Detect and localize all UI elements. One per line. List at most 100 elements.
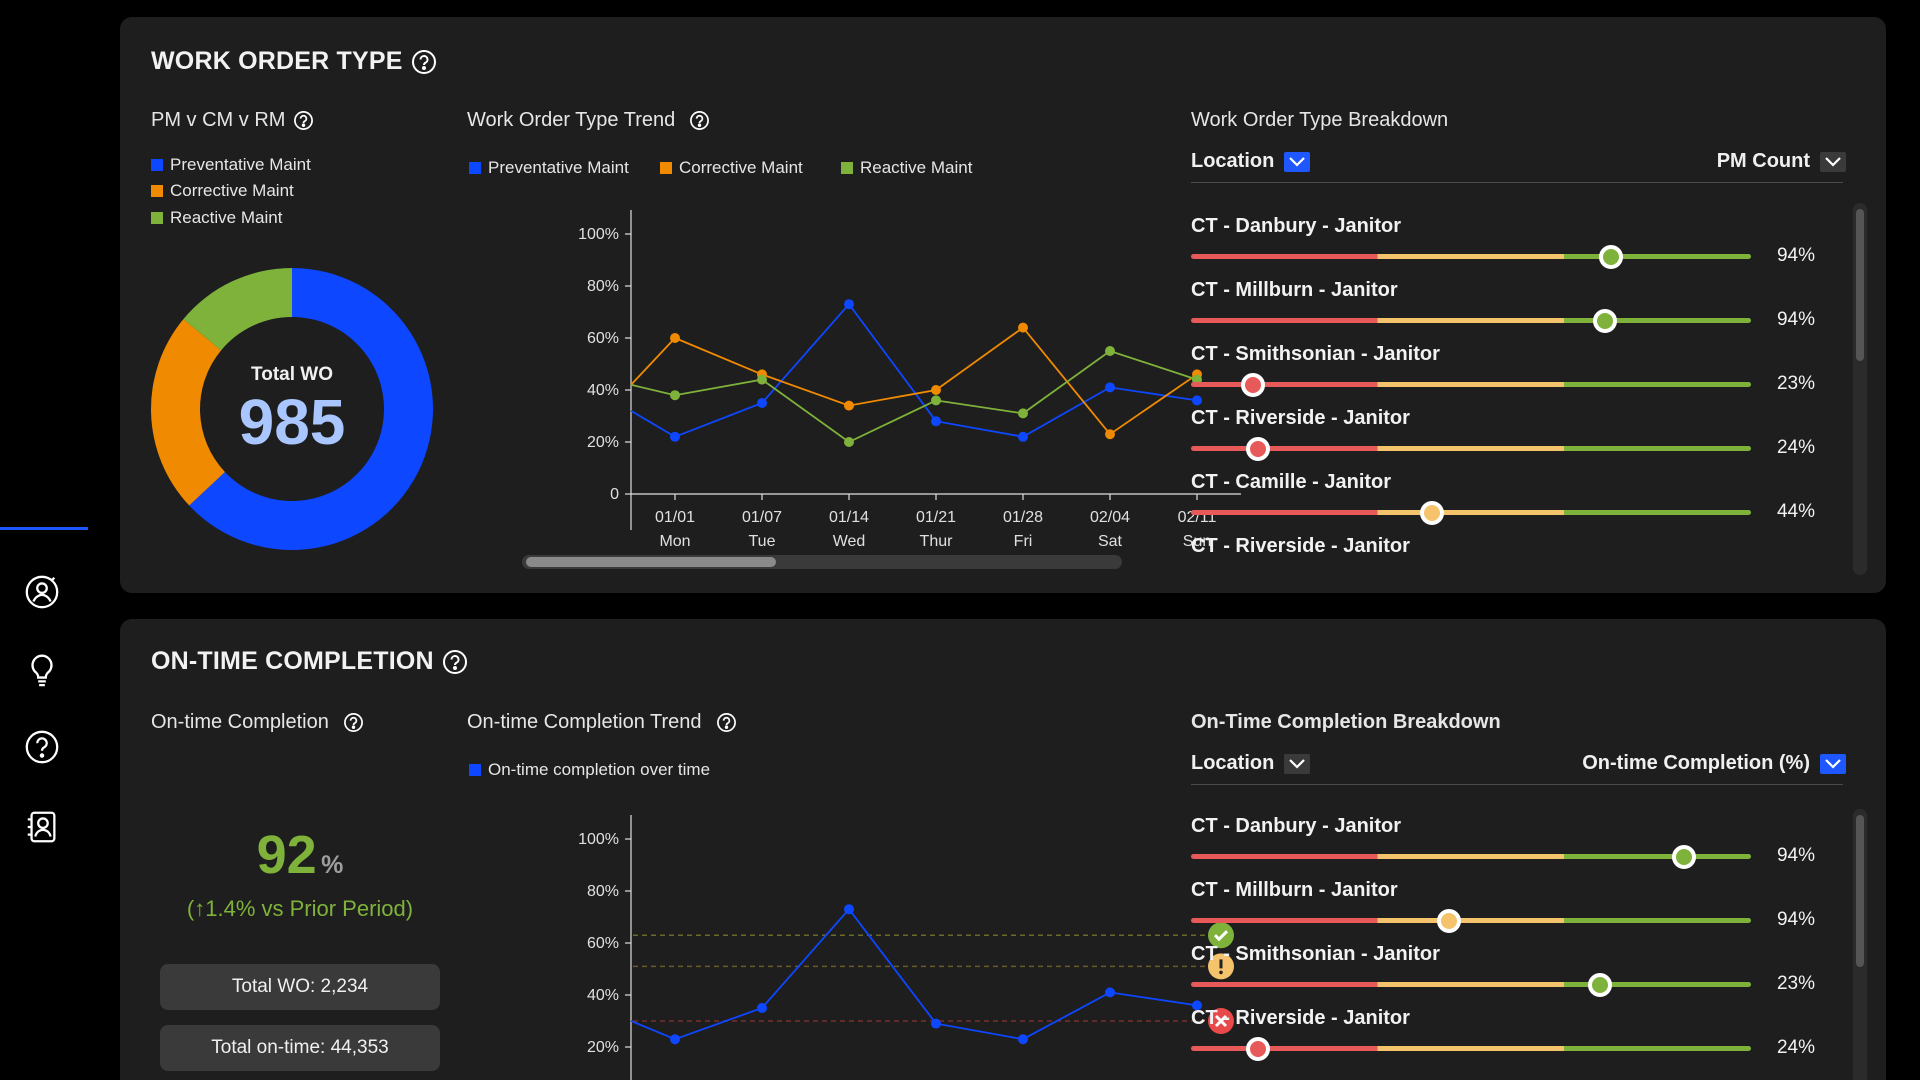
chevron-down-icon[interactable] (1820, 151, 1846, 172)
breakdown-slider-knob[interactable] (1419, 501, 1444, 525)
on-time-legend: On-time completion over time (469, 760, 710, 780)
x-tick-label: Wed (833, 533, 866, 550)
data-point[interactable] (844, 437, 854, 447)
y-tick-label: 40% (587, 987, 619, 1004)
help-circle-icon[interactable] (22, 727, 62, 767)
check-circle-icon (1208, 922, 1234, 949)
x-tick-label: Sat (1098, 533, 1123, 550)
breakdown-slider-track[interactable] (1191, 982, 1751, 987)
data-point[interactable] (844, 400, 854, 411)
breakdown-slider-track[interactable] (1191, 510, 1751, 515)
series-line (630, 350, 1198, 444)
data-point[interactable] (1018, 322, 1028, 333)
data-point[interactable] (931, 416, 941, 427)
breakdown-slider-track[interactable] (1191, 446, 1751, 451)
help-icon[interactable] (716, 712, 737, 733)
breakdown-slider-track[interactable] (1191, 254, 1751, 259)
breakdown-slider-knob[interactable] (1246, 1037, 1271, 1061)
help-icon[interactable] (293, 110, 314, 131)
data-point[interactable] (844, 904, 854, 915)
breakdown-title: Work Order Type Breakdown (1191, 109, 1449, 131)
data-point[interactable] (1192, 395, 1202, 406)
help-icon[interactable] (689, 110, 710, 131)
data-point[interactable] (931, 395, 941, 406)
breakdown-slider-knob[interactable] (1246, 437, 1271, 461)
breakdown-slider-track[interactable] (1191, 382, 1751, 387)
y-tick-label: 0 (610, 486, 619, 503)
breakdown-slider-knob[interactable] (1599, 245, 1623, 269)
series-line (630, 326, 1198, 436)
header-divider (1191, 182, 1843, 183)
breakdown-row-percent: 94% (1776, 845, 1815, 866)
data-point[interactable] (757, 398, 767, 408)
user-support-icon[interactable] (22, 572, 62, 612)
y-tick-label: 80% (587, 278, 619, 295)
data-point[interactable] (1018, 408, 1028, 419)
breakdown-slider-knob[interactable] (1671, 845, 1696, 869)
breakdown-row-percent: 94% (1776, 909, 1815, 930)
data-point[interactable] (757, 1003, 767, 1013)
panel-title: ON-TIME COMPLETION (151, 647, 468, 676)
breakdown-row-label: CT - Riverside - Janitor (1191, 535, 1410, 557)
data-point[interactable] (1105, 382, 1115, 393)
x-tick-label: Sun (1183, 533, 1211, 550)
breakdown-slider-knob[interactable] (1593, 309, 1618, 333)
breakdown-scrollbar[interactable] (1853, 809, 1867, 1080)
total-on-time-pill: Total on-time: 44,353 (160, 1025, 440, 1071)
chevron-down-icon[interactable] (1820, 753, 1846, 774)
location-column-header[interactable]: Location (1191, 150, 1311, 173)
scrollbar-thumb[interactable] (1856, 209, 1864, 361)
breakdown-slider-knob[interactable] (1240, 373, 1265, 397)
data-point[interactable] (670, 390, 680, 401)
x-tick-label: 01/07 (742, 509, 782, 526)
breakdown-slider-track[interactable] (1191, 318, 1751, 323)
sidebar-active-indicator (0, 527, 88, 530)
location-column-header[interactable]: Location (1191, 752, 1311, 775)
help-icon[interactable] (442, 649, 468, 675)
data-point[interactable] (844, 299, 854, 310)
breakdown-row-percent: 44% (1776, 501, 1815, 522)
data-point[interactable] (1105, 429, 1115, 440)
help-icon[interactable] (343, 712, 364, 733)
data-point[interactable] (757, 374, 767, 385)
y-tick-label: 100% (578, 831, 619, 848)
series-line (630, 907, 1198, 1041)
chevron-down-icon[interactable] (1284, 753, 1311, 774)
header-divider (1191, 784, 1843, 785)
lightbulb-icon[interactable] (22, 649, 62, 689)
pm-count-column-header[interactable]: PM Count (1717, 150, 1846, 173)
breakdown-slider-knob[interactable] (1587, 973, 1612, 997)
x-tick-label: 01/01 (655, 509, 695, 526)
data-point[interactable] (670, 333, 680, 343)
data-point[interactable] (1018, 431, 1028, 442)
data-point[interactable] (1105, 346, 1115, 356)
donut-legend-pm: Preventative Maint (151, 155, 311, 175)
donut-legend-rm: Reactive Maint (151, 208, 282, 228)
breakdown-slider-track[interactable] (1191, 918, 1751, 923)
breakdown-slider-track[interactable] (1191, 1046, 1751, 1051)
data-point[interactable] (1105, 987, 1115, 998)
chevron-down-icon[interactable] (1284, 151, 1311, 172)
trend-horizontal-scrollbar[interactable] (522, 555, 1122, 569)
x-tick-label: 02/04 (1090, 509, 1130, 526)
help-icon[interactable] (411, 49, 437, 75)
total-wo-label: Total WO (251, 364, 333, 385)
breakdown-row-label: CT - Riverside - Janitor (1191, 407, 1410, 429)
breakdown-slider-track[interactable] (1191, 854, 1751, 859)
data-point[interactable] (931, 385, 941, 395)
on-time-pct-column-header[interactable]: On-time Completion (%) (1582, 752, 1846, 775)
breakdown-row-percent: 94% (1776, 309, 1815, 330)
data-point[interactable] (670, 431, 680, 442)
data-point[interactable] (1018, 1034, 1028, 1045)
donut-legend-cm: Corrective Maint (151, 181, 294, 201)
contacts-icon[interactable] (22, 807, 62, 847)
on-time-trend-chart: 100% 80% 60% 40% 20% (578, 815, 1234, 1080)
breakdown-slider-knob[interactable] (1436, 909, 1461, 933)
data-point[interactable] (931, 1018, 941, 1029)
scrollbar-thumb[interactable] (1856, 815, 1864, 967)
scrollbar-thumb[interactable] (526, 557, 776, 567)
breakdown-scrollbar[interactable] (1853, 203, 1867, 575)
data-point[interactable] (670, 1034, 680, 1045)
data-point[interactable] (1192, 1000, 1202, 1011)
breakdown-row-label: CT - Smithsonian - Janitor (1191, 943, 1440, 965)
